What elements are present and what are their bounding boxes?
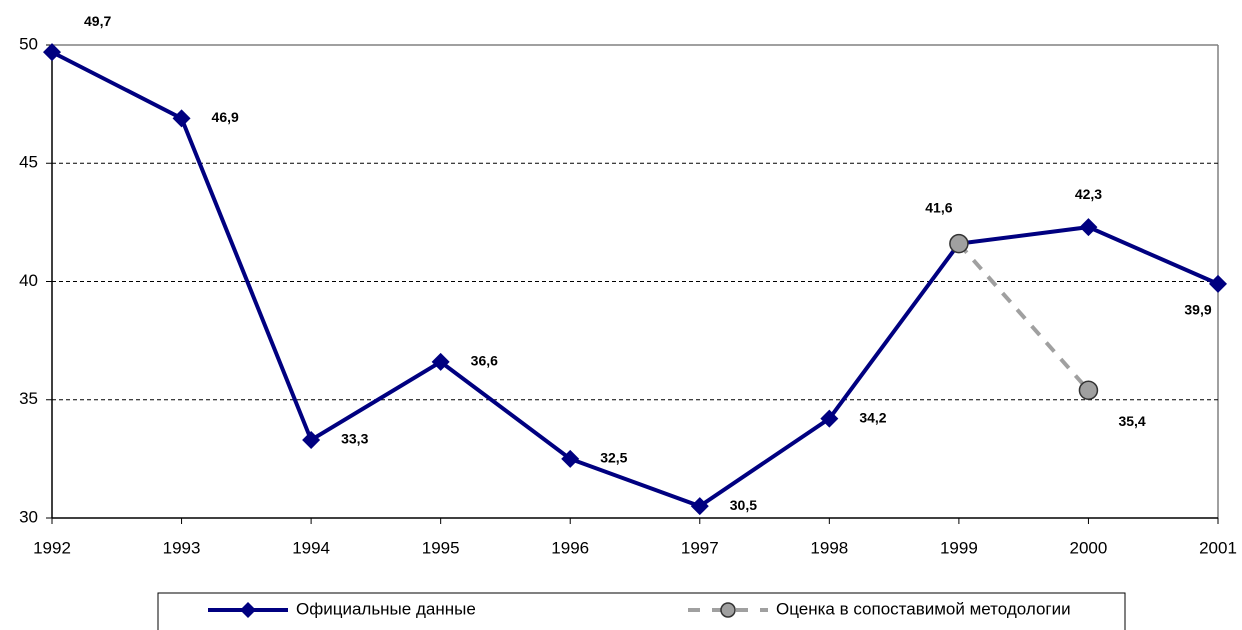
marker — [302, 430, 321, 449]
series-line — [51, 50, 1219, 509]
y-tick-label: 50 — [19, 34, 38, 53]
legend-swatch — [720, 602, 736, 618]
marker — [1079, 218, 1098, 237]
data-label: 34,2 — [859, 409, 886, 425]
marker — [1209, 274, 1227, 293]
y-tick-label: 30 — [19, 507, 38, 526]
data-label: 39,9 — [1184, 302, 1211, 318]
x-tick-label: 1992 — [33, 538, 71, 557]
data-label: 42,3 — [1075, 186, 1102, 202]
data-label: 32,5 — [600, 450, 627, 466]
legend-label: Официальные данные — [296, 599, 476, 618]
x-tick-label: 1994 — [292, 538, 330, 557]
series-line — [957, 242, 1090, 392]
marker — [820, 409, 839, 428]
y-tick-label: 35 — [19, 389, 38, 408]
y-tick-label: 45 — [19, 153, 38, 172]
marker — [43, 43, 61, 62]
x-tick-label: 1993 — [163, 538, 201, 557]
legend-swatch — [240, 602, 256, 618]
x-tick-label: 2001 — [1199, 538, 1237, 557]
data-label: 35,4 — [1118, 413, 1145, 429]
marker — [561, 449, 580, 468]
marker — [690, 497, 709, 516]
data-label: 36,6 — [471, 353, 498, 369]
legend-box — [157, 592, 1126, 630]
data-label: 30,5 — [730, 497, 757, 513]
x-tick-label: 1997 — [681, 538, 719, 557]
x-tick-label: 1999 — [940, 538, 978, 557]
x-tick-label: 1998 — [810, 538, 848, 557]
x-tick-label: 1995 — [422, 538, 460, 557]
marker — [1078, 380, 1099, 401]
x-tick-label: 1996 — [551, 538, 589, 557]
marker — [949, 233, 969, 254]
legend-label: Оценка в сопоставимой методологии — [776, 599, 1071, 618]
y-tick-label: 40 — [19, 271, 38, 290]
data-label: 49,7 — [84, 13, 111, 29]
marker — [431, 352, 450, 371]
x-tick-label: 2000 — [1070, 538, 1108, 557]
data-label: 46,9 — [212, 109, 239, 125]
data-label: 33,3 — [341, 431, 368, 447]
marker — [172, 109, 191, 128]
data-label: 41,6 — [925, 199, 952, 215]
